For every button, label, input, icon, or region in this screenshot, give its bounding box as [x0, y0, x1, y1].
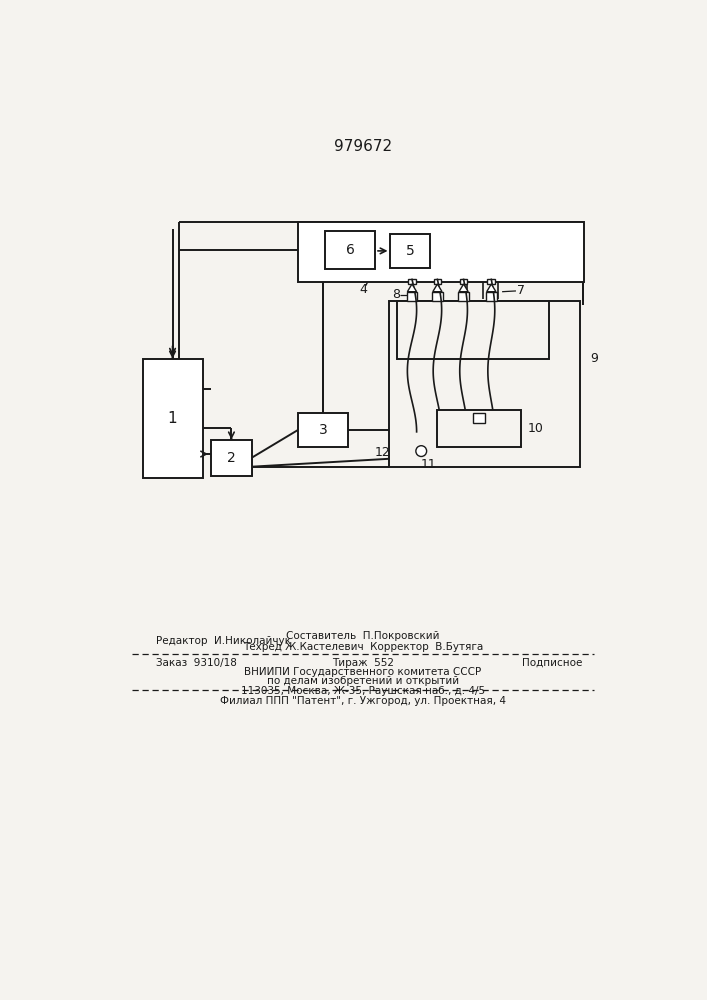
Text: Филиал ППП "Патент", г. Ужгород, ул. Проектная, 4: Филиал ППП "Патент", г. Ужгород, ул. Про…	[220, 696, 506, 706]
Text: 3: 3	[319, 423, 327, 437]
Text: Составитель  П.Покровский: Составитель П.Покровский	[286, 631, 440, 641]
Bar	[460, 279, 467, 284]
Text: Тираж  552: Тираж 552	[332, 658, 394, 668]
Bar	[473, 413, 485, 423]
Text: 2: 2	[227, 451, 236, 465]
Text: 5: 5	[406, 244, 415, 258]
Bar	[433, 279, 441, 284]
Text: Подписное: Подписное	[522, 658, 583, 668]
Bar	[432, 292, 443, 301]
Text: 113035, Москва, Ж-35, Раушская наб., д. 4/5: 113035, Москва, Ж-35, Раушская наб., д. …	[240, 686, 485, 696]
Bar	[389, 301, 580, 466]
Bar	[486, 292, 497, 301]
Text: 9: 9	[590, 352, 597, 365]
Bar	[487, 279, 495, 284]
Text: 1: 1	[168, 411, 177, 426]
Bar	[437, 410, 521, 447]
Polygon shape	[433, 284, 442, 292]
Text: Техред Ж.Кастелевич  Корректор  В.Бутяга: Техред Ж.Кастелевич Корректор В.Бутяга	[243, 642, 483, 652]
Bar	[298, 413, 348, 447]
Bar	[325, 231, 375, 269]
Text: 7: 7	[518, 284, 525, 297]
Bar	[390, 234, 431, 268]
Bar	[397, 301, 549, 359]
Polygon shape	[407, 284, 416, 292]
Bar	[211, 440, 252, 476]
Text: 12: 12	[375, 446, 390, 459]
Bar	[407, 292, 417, 301]
Text: 11: 11	[421, 458, 437, 471]
Text: 10: 10	[527, 422, 543, 435]
Circle shape	[416, 446, 426, 456]
Text: ВНИИПИ Государственного комитета СССР: ВНИИПИ Государственного комитета СССР	[244, 667, 481, 677]
Bar	[298, 222, 585, 282]
Polygon shape	[486, 284, 496, 292]
Text: Редактор  И.Николайчук: Редактор И.Николайчук	[156, 636, 291, 646]
Text: 8: 8	[392, 288, 400, 301]
Bar	[458, 292, 469, 301]
Text: 6: 6	[346, 243, 354, 257]
Bar	[143, 359, 203, 478]
Polygon shape	[459, 284, 468, 292]
Text: 979672: 979672	[334, 139, 392, 154]
Text: Заказ  9310/18: Заказ 9310/18	[156, 658, 236, 668]
Text: по делам изобретений и открытий: по делам изобретений и открытий	[267, 676, 459, 686]
Bar	[408, 279, 416, 284]
Text: 4: 4	[360, 283, 368, 296]
